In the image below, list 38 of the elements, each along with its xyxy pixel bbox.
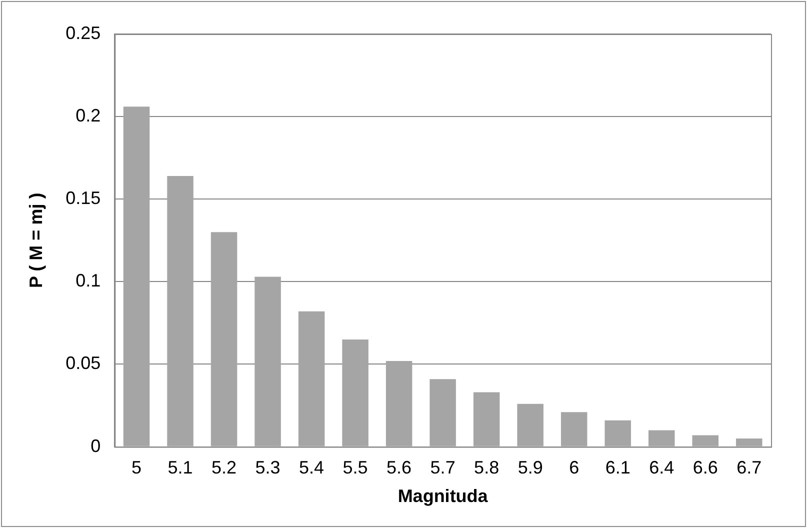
x-tick-label: 5 — [132, 458, 142, 478]
x-tick-label: 6.6 — [692, 458, 718, 478]
x-tick-label: 5.2 — [212, 458, 237, 478]
x-axis-title: Magnituda — [398, 486, 489, 506]
x-tick-label: 6.4 — [649, 458, 674, 478]
x-tick-label: 5.8 — [474, 458, 500, 478]
bar — [736, 438, 762, 446]
bar — [648, 430, 675, 446]
x-tick-label: 5.4 — [299, 458, 324, 478]
x-tick-label: 5.6 — [386, 458, 412, 478]
x-tick-label: 5.9 — [518, 458, 543, 478]
bar — [123, 106, 150, 446]
x-tick-label: 6 — [569, 458, 580, 478]
bar — [386, 360, 412, 446]
y-tick-label: 0.05 — [66, 353, 101, 374]
y-tick-label: 0.15 — [66, 188, 101, 208]
y-tick-label: 0.2 — [76, 106, 101, 126]
x-tick-label: 6.7 — [736, 458, 762, 478]
x-tick-label: 5.5 — [342, 458, 368, 478]
y-tick-label: 0.1 — [76, 270, 101, 291]
x-tick-label: 5.1 — [168, 458, 193, 478]
y-tick-label: 0 — [90, 436, 101, 456]
y-axis-title: P ( M = mj ) — [26, 192, 46, 288]
bar — [560, 412, 588, 446]
bar — [210, 232, 238, 446]
bar — [473, 392, 500, 446]
x-tick-label: 5.7 — [430, 458, 456, 478]
bar — [167, 176, 194, 446]
x-tick-label: 5.3 — [255, 458, 280, 478]
bar — [430, 379, 456, 446]
bar — [604, 420, 631, 446]
bar — [254, 276, 281, 446]
bar — [517, 404, 544, 446]
x-tick-label: 6.1 — [605, 458, 630, 478]
bar — [342, 339, 368, 446]
bar — [692, 435, 718, 446]
y-tick-label: 0.25 — [66, 22, 101, 43]
bar — [298, 311, 325, 446]
